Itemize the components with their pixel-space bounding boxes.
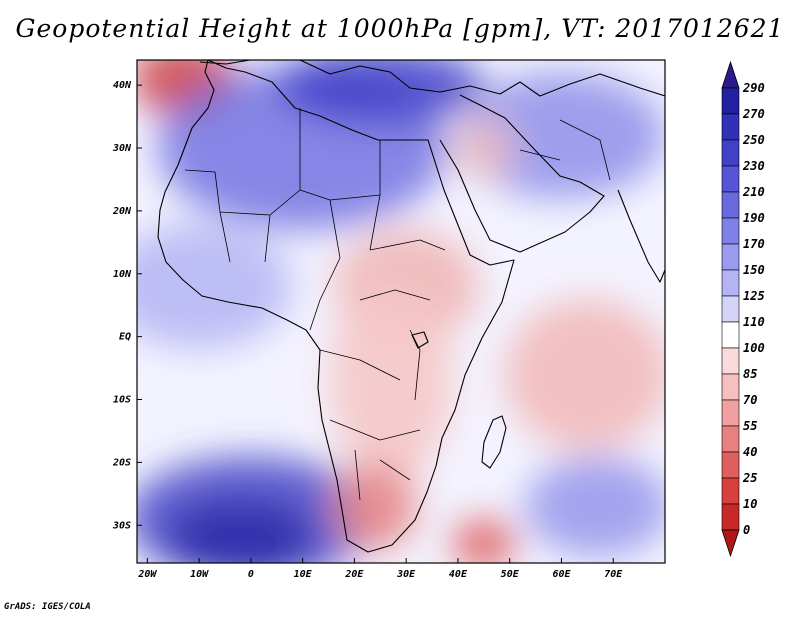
colorbar-segment [721, 165, 740, 193]
colorbar-label: 100 [743, 341, 765, 355]
colorbar-segment [721, 503, 740, 531]
colorbar-segment [721, 269, 740, 297]
colorbar-label: 210 [742, 185, 765, 199]
field-blob-madagascar-low [452, 518, 515, 563]
colorbar-label: 85 [743, 367, 757, 381]
colorbar-label: 0 [743, 523, 750, 537]
lon-tick-label: 0 [248, 569, 254, 580]
colorbar-label: 25 [742, 471, 757, 485]
europe-coastline [199, 60, 665, 97]
colorbar-label: 125 [743, 289, 765, 303]
lat-tick-label: 30N [112, 143, 132, 154]
colorbar-segment [721, 113, 740, 141]
field-blob-atlantic-tropical-high [137, 223, 293, 350]
colorbar-label: 10 [743, 497, 757, 511]
colorbar-label: 40 [743, 445, 757, 459]
colorbar-bottom-arrow [721, 529, 740, 558]
colorbar-label: 270 [742, 107, 765, 121]
colorbar-segment [721, 373, 740, 401]
colorbar-label: 290 [742, 81, 765, 95]
latitude-axis: 40N 30N 20N 10N EQ 10S 20S 30S [112, 80, 142, 531]
colorbar-segment [721, 347, 740, 375]
colorbar-segment [721, 321, 740, 349]
lon-tick-label: 40E [449, 569, 468, 580]
colorbar-label: 150 [743, 263, 765, 277]
lat-tick-label: 30S [112, 520, 131, 531]
india-coastline [617, 189, 665, 283]
field-blob-southern-africa-low [333, 462, 417, 551]
lon-tick-label: 20E [344, 569, 364, 580]
field-blob-red-sea-low [452, 116, 515, 180]
grads-credit: GrADS: IGES/COLA [4, 602, 91, 612]
lon-tick-label: 30E [396, 569, 416, 580]
colorbar-label: 170 [743, 237, 765, 251]
colorbar-label: 55 [743, 419, 757, 433]
map-frame [136, 59, 666, 564]
field-blob-arabia-high [457, 72, 665, 199]
lon-tick-label: 60E [552, 569, 571, 580]
lat-tick-label: 40N [113, 80, 132, 91]
lat-tick-label: 20S [112, 457, 131, 468]
lon-tick-label: 70E [604, 569, 623, 580]
longitude-axis: 20W 10W 0 10E 20E 30E 40E 50E 60E 70E [137, 558, 623, 580]
colorbar-label: 250 [742, 133, 765, 147]
colorbar-label: 70 [743, 393, 757, 407]
field-blob-central-africa-low [328, 280, 453, 482]
colorbar-segment [721, 87, 740, 115]
africa-coastline [157, 60, 515, 553]
colorbar-segment [721, 295, 740, 323]
lon-tick-label: 10E [294, 569, 313, 580]
lon-tick-label: 50E [501, 569, 520, 580]
colorbar-top-arrow [721, 60, 740, 89]
lat-tick-label: 10S [113, 395, 131, 406]
colorbar: 2902702502302101901701501251101008570554… [721, 60, 765, 558]
colorbar-segment [721, 477, 740, 505]
colorbar-label: 190 [743, 211, 765, 225]
colorbar-label: 230 [742, 159, 765, 173]
colorbar-segment [721, 399, 740, 427]
field-blob-south-atlantic-core [168, 500, 313, 563]
field-blob-indian-ocean-high [525, 456, 665, 557]
lake-victoria [411, 331, 429, 349]
coastlines [157, 60, 665, 553]
lat-tick-label: 20N [112, 206, 132, 217]
colorbar-segment [721, 191, 740, 219]
colorbar-segment [721, 217, 740, 245]
lon-tick-label: 20W [137, 569, 157, 580]
colorbar-segment [721, 451, 740, 479]
field-blob-mediterranean-high [276, 60, 484, 123]
geopotential-field [137, 60, 665, 563]
lon-tick-label: 10W [190, 569, 209, 580]
lat-tick-label: EQ [119, 332, 131, 343]
chart-title: Geopotential Height at 1000hPa [gpm], VT… [15, 14, 785, 43]
colorbar-segment [721, 425, 740, 453]
colorbar-segment [721, 243, 740, 271]
country-borders [184, 108, 611, 501]
madagascar-coastline [481, 415, 507, 469]
arabia-coastline [439, 94, 605, 253]
colorbar-label: 110 [743, 315, 765, 329]
lat-tick-label: 10N [113, 269, 132, 280]
colorbar-segment [721, 139, 740, 167]
field-blob-indian-ocean-low [504, 298, 665, 450]
